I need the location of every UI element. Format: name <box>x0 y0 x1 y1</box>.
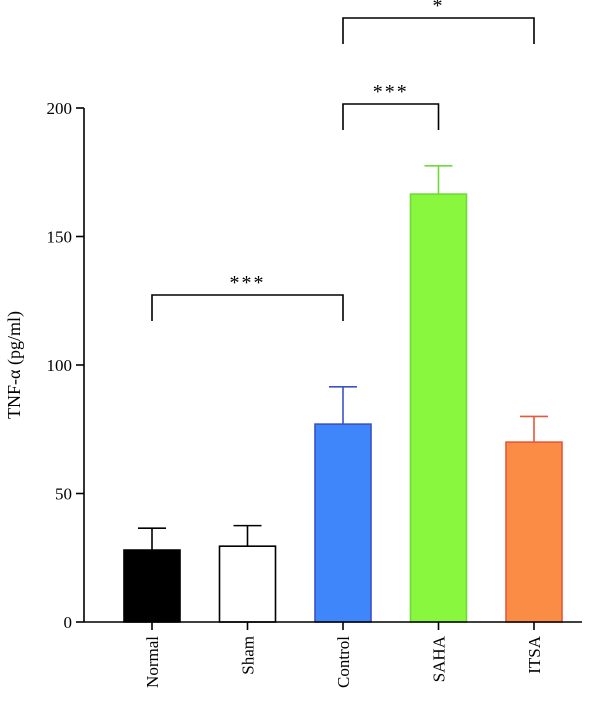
significance-bracket <box>342 17 535 44</box>
bar-saha <box>409 193 468 623</box>
y-tick-label: 150 <box>47 228 73 247</box>
x-axis-ticks: Normal Sham Control SAHA ITSA <box>143 622 544 688</box>
x-tick-label-sham: Sham <box>239 636 258 675</box>
x-tick-label-saha: SAHA <box>430 635 449 682</box>
bar-normal <box>123 549 181 623</box>
y-tick-label: 50 <box>55 485 72 504</box>
significance-bracket <box>151 294 344 321</box>
x-tick-label-control: Control <box>334 636 353 688</box>
y-tick-label: 0 <box>64 613 73 632</box>
y-tick-label: 100 <box>47 356 73 375</box>
bars <box>123 165 563 623</box>
significance-label: * <box>433 0 445 17</box>
y-axis-title: TNF-α (pg/ml) <box>4 311 25 419</box>
significance-brackets: ******* <box>151 0 535 321</box>
x-tick-label-itsa: ITSA <box>525 635 544 674</box>
significance-label: *** <box>230 272 266 294</box>
bar-itsa <box>505 441 563 623</box>
y-tick-label: 200 <box>47 99 73 118</box>
x-tick-label-normal: Normal <box>143 636 162 688</box>
significance-bracket <box>342 103 440 130</box>
significance-label: *** <box>373 81 409 103</box>
bar-control <box>314 423 372 623</box>
y-axis-ticks: 0 50 100 150 200 <box>47 99 84 632</box>
bar-sham <box>218 545 277 623</box>
